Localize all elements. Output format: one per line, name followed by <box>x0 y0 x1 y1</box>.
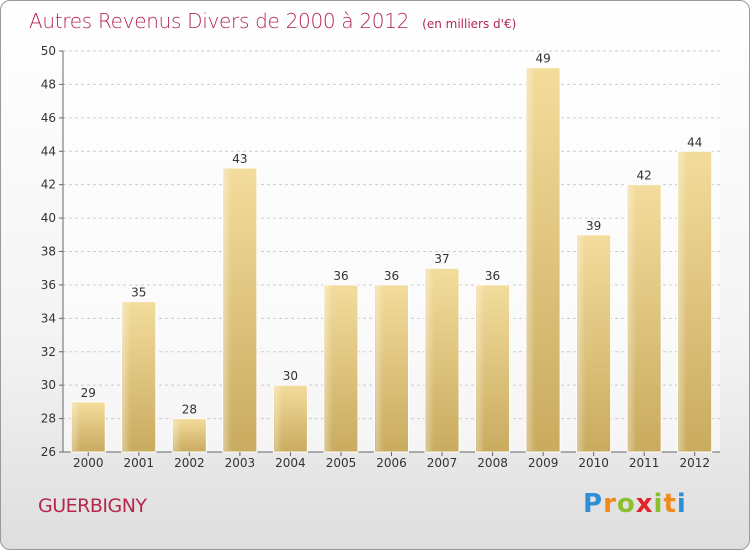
bar-highlight <box>527 68 536 451</box>
bar-highlight <box>375 285 384 451</box>
bar-highlight <box>173 419 182 451</box>
x-tick-label: 2003 <box>225 456 256 470</box>
y-tick-label: 48 <box>41 77 56 91</box>
y-tick-label: 50 <box>41 44 56 58</box>
bar-highlight <box>476 285 485 451</box>
y-tick-label: 28 <box>41 412 56 426</box>
data-label: 49 <box>535 52 550 66</box>
chart-title: Autres Revenus Divers de 2000 à 2012 <box>29 9 410 33</box>
data-label: 29 <box>81 386 96 400</box>
data-label: 44 <box>687 135 702 149</box>
bar-highlight <box>628 185 637 451</box>
bar-highlight <box>426 269 435 451</box>
y-tick-label: 40 <box>41 211 56 225</box>
data-label: 39 <box>586 219 601 233</box>
y-tick-label: 38 <box>41 245 56 259</box>
data-label: 43 <box>232 152 247 166</box>
x-tick-label: 2006 <box>376 456 407 470</box>
x-tick-label: 2001 <box>124 456 155 470</box>
logo-letter: o <box>616 489 636 519</box>
y-tick-label: 32 <box>41 345 56 359</box>
y-tick-label: 26 <box>41 445 56 459</box>
proxiti-logo: Proxiti <box>583 489 687 519</box>
x-tick-label: 2005 <box>326 456 357 470</box>
commune-name: GUERBIGNY <box>38 495 147 517</box>
x-tick-label: 2008 <box>477 456 508 470</box>
data-label: 35 <box>131 286 146 300</box>
x-tick-label: 2007 <box>427 456 458 470</box>
y-tick-label: 36 <box>41 278 56 292</box>
x-tick-label: 2011 <box>629 456 660 470</box>
y-tick-label: 44 <box>41 144 56 158</box>
logo-letter: i <box>676 489 687 519</box>
bar-highlight <box>223 168 232 452</box>
x-tick-label: 2002 <box>174 456 205 470</box>
x-tick-label: 2004 <box>275 456 306 470</box>
bar-highlight <box>577 235 586 451</box>
bar-highlight <box>274 386 283 451</box>
y-tick-label: 34 <box>41 311 56 325</box>
logo-letter: x <box>635 489 654 519</box>
y-tick-label: 30 <box>41 378 56 392</box>
logo-letter: i <box>653 489 664 519</box>
bar-highlight <box>122 302 131 451</box>
y-tick-label: 46 <box>41 111 56 125</box>
bar-highlight <box>324 285 333 451</box>
data-label: 28 <box>182 403 197 417</box>
data-label: 36 <box>333 269 348 283</box>
x-tick-label: 2012 <box>679 456 710 470</box>
logo-letter: t <box>663 489 677 519</box>
chart-subtitle: (en milliers d'€) <box>422 17 517 31</box>
data-label: 30 <box>283 369 298 383</box>
x-tick-label: 2000 <box>73 456 104 470</box>
logo-letter: r <box>603 489 617 519</box>
bar-highlight <box>72 402 81 451</box>
data-label: 36 <box>384 269 399 283</box>
y-tick-label: 42 <box>41 178 56 192</box>
data-label: 36 <box>485 269 500 283</box>
data-label: 37 <box>434 252 449 266</box>
data-label: 42 <box>637 169 652 183</box>
x-tick-label: 2009 <box>528 456 559 470</box>
x-tick-label: 2010 <box>578 456 609 470</box>
chart-title-row: Autres Revenus Divers de 2000 à 2012 (en… <box>29 9 516 33</box>
bar-highlight <box>678 152 687 451</box>
logo-letter: P <box>583 489 604 519</box>
